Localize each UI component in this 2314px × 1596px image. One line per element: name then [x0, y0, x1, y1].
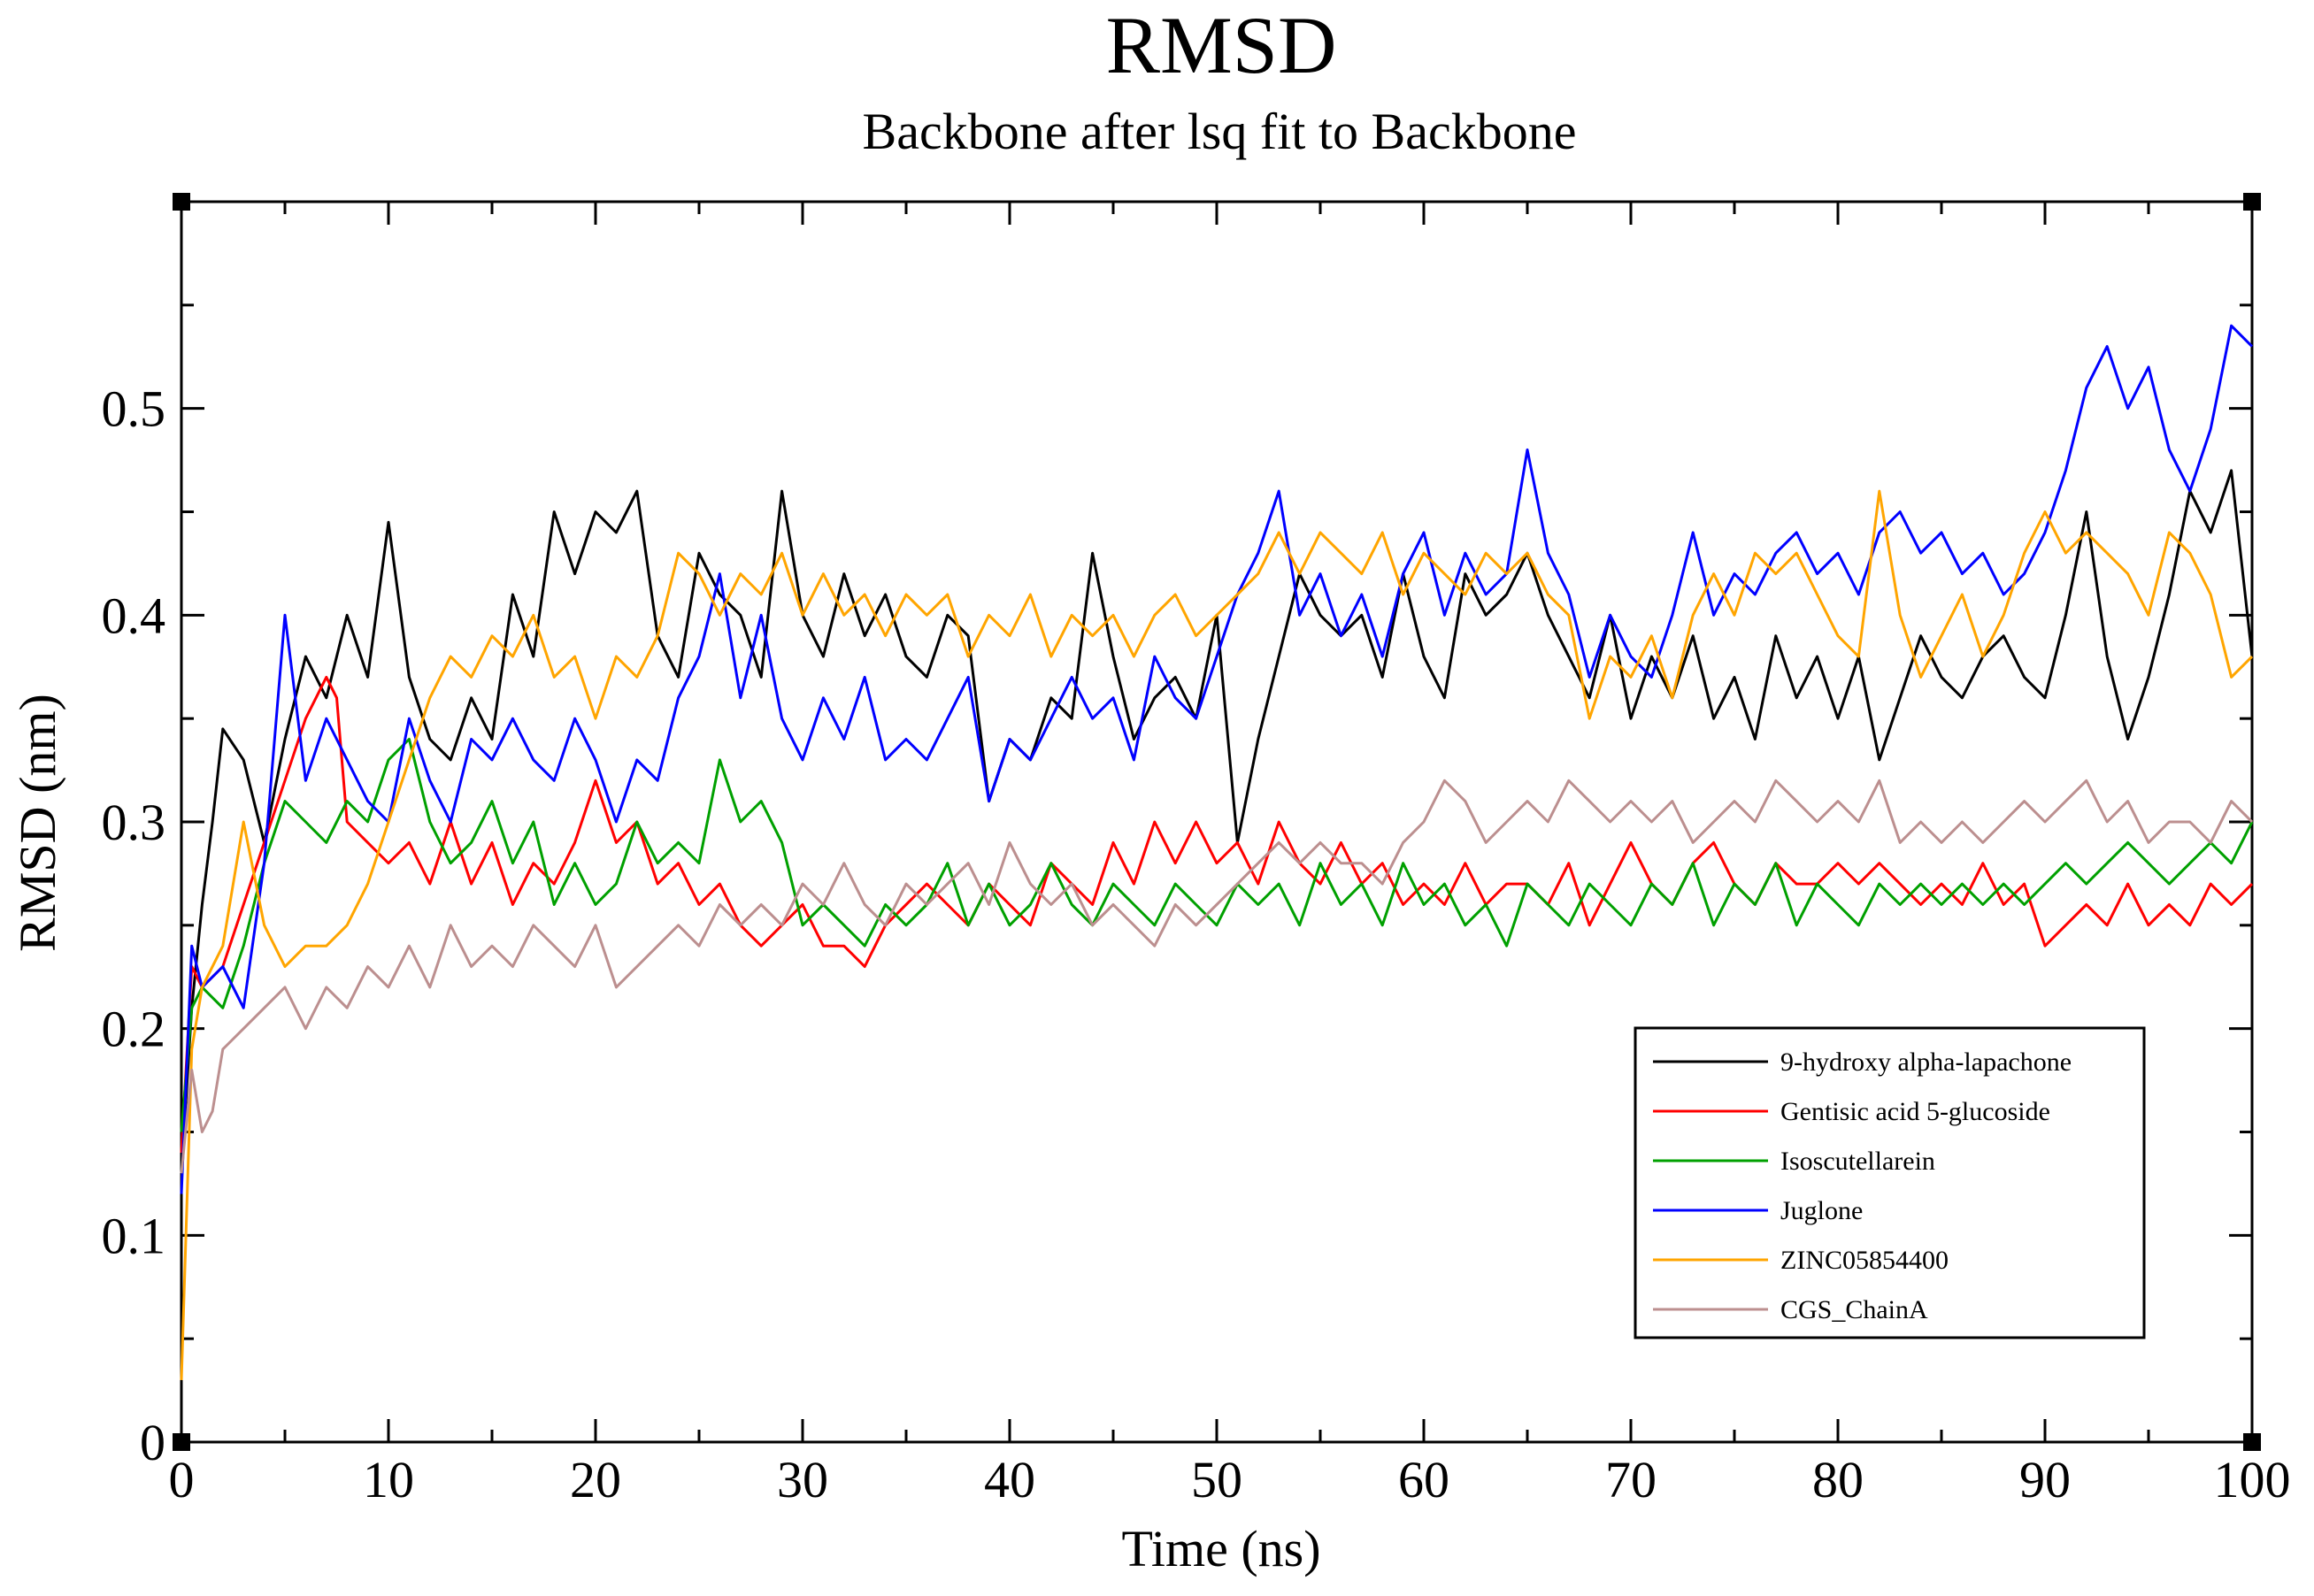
corner-handle-top-right[interactable]: [2243, 193, 2261, 211]
series-line-cgs-chaina: [180, 779, 2254, 1174]
legend-label: Gentisic acid 5-glucoside: [1780, 1097, 2050, 1126]
y-axis-label: RMSD (nm): [9, 694, 66, 952]
x-tick-label: 20: [570, 1451, 621, 1508]
legend-box: [1634, 1026, 2146, 1339]
legend-label: ZINC05854400: [1780, 1246, 1949, 1275]
x-tick-label: 60: [1398, 1451, 1449, 1508]
x-axis-label: Time (ns): [1121, 1520, 1320, 1577]
x-axis-ticks: 0 10 20 30 40 50 60 70 80 90 100: [169, 202, 2291, 1508]
series-line-zinc05854400: [180, 489, 2254, 1380]
x-tick-label: 100: [2214, 1451, 2291, 1508]
series-line-juglone: [180, 324, 2254, 1194]
corner-handle-top-left[interactable]: [173, 193, 190, 211]
legend-label: 9-hydroxy alpha-lapachone: [1780, 1047, 2072, 1077]
x-tick-label: 10: [363, 1451, 414, 1508]
x-tick-label: 0: [169, 1451, 195, 1508]
y-axis-ticks: 0 0.1 0.2 0.3 0.4 0.5: [102, 303, 2252, 1471]
series-layer: [180, 324, 2254, 1380]
legend: 9-hydroxy alpha-lapachone Gentisic acid 5…: [1634, 1026, 2146, 1339]
legend-label: Juglone: [1780, 1196, 1863, 1225]
corner-handle-bottom-right[interactable]: [2243, 1433, 2261, 1451]
corner-handle-bottom-left[interactable]: [173, 1433, 190, 1451]
x-tick-label: 90: [2019, 1451, 2071, 1508]
x-tick-label: 40: [984, 1451, 1035, 1508]
y-tick-label: 0.3: [102, 794, 166, 851]
x-tick-label: 50: [1191, 1451, 1242, 1508]
series-line-gentisic-acid-5-glucoside: [180, 675, 2254, 1153]
y-tick-label: 0.1: [102, 1207, 166, 1264]
y-tick-label: 0: [140, 1414, 165, 1471]
chart-title: RMSD: [1106, 0, 1337, 90]
legend-label: CGS_ChainA: [1780, 1295, 1928, 1324]
x-tick-label: 70: [1605, 1451, 1657, 1508]
x-tick-label: 80: [1812, 1451, 1864, 1508]
x-tick-label: 30: [777, 1451, 828, 1508]
y-tick-label: 0.4: [102, 587, 166, 644]
y-tick-label: 0.2: [102, 1001, 166, 1058]
y-tick-label: 0.5: [102, 380, 166, 438]
legend-label: Isoscutellarein: [1780, 1147, 1935, 1176]
chart-subtitle: Backbone after lsq fit to Backbone: [863, 103, 1577, 160]
